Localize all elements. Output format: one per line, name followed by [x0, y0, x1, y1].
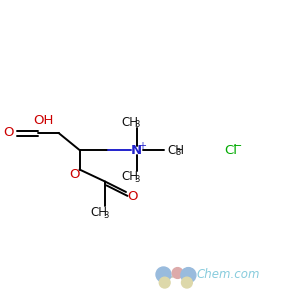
Circle shape	[156, 267, 171, 282]
Text: CH: CH	[167, 143, 184, 157]
Text: O: O	[3, 126, 14, 140]
Circle shape	[181, 268, 196, 283]
Text: CH: CH	[90, 206, 107, 220]
Circle shape	[159, 277, 170, 288]
Text: 3: 3	[135, 175, 140, 184]
Text: CH: CH	[122, 116, 138, 129]
Text: N: N	[131, 143, 142, 157]
Text: O: O	[69, 167, 80, 181]
Text: OH: OH	[33, 114, 54, 127]
Text: Chem.com: Chem.com	[196, 268, 260, 281]
Circle shape	[172, 268, 183, 278]
Text: +: +	[138, 141, 146, 151]
Text: −: −	[233, 141, 243, 152]
Circle shape	[182, 277, 192, 288]
Text: Cl: Cl	[224, 143, 238, 157]
Text: 3: 3	[103, 211, 109, 220]
Text: 3: 3	[175, 148, 180, 157]
Text: CH: CH	[122, 170, 138, 184]
Text: 3: 3	[135, 120, 140, 129]
Text: O: O	[127, 190, 137, 203]
